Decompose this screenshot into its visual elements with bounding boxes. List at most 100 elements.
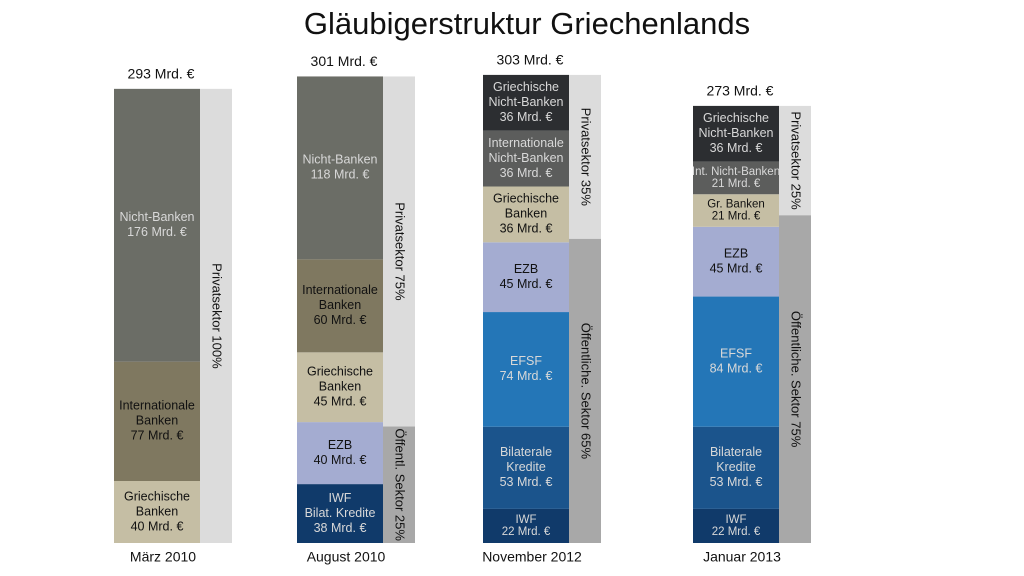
- segment-value-label: 40 Mrd. €: [131, 519, 184, 533]
- segment-value-label: 74 Mrd. €: [500, 369, 553, 383]
- segment: [114, 361, 200, 481]
- segment: [693, 194, 779, 227]
- segment-value-label: 22 Mrd. €: [502, 526, 551, 538]
- segment-value-label: 36 Mrd. €: [500, 110, 553, 124]
- sector-bar: [569, 238, 601, 544]
- segment: [114, 88, 200, 362]
- segment-value-label: 40 Mrd. €: [314, 453, 367, 467]
- segment: [693, 105, 779, 162]
- sector-bar: [779, 215, 811, 544]
- segment: [483, 508, 569, 543]
- sector-bar: [779, 105, 811, 216]
- segment: [297, 484, 383, 543]
- segment: [483, 74, 569, 131]
- segment: [297, 259, 383, 353]
- segment-label: Griechische: [124, 489, 190, 503]
- segment: [483, 186, 569, 243]
- segment-label: Banken: [136, 414, 178, 428]
- segment-label: Nicht-Banken: [488, 95, 563, 109]
- segment-label: EZB: [328, 438, 352, 452]
- segment-label: Nicht-Banken: [119, 210, 194, 224]
- segment: [693, 426, 779, 509]
- segment-value-label: 118 Mrd. €: [311, 168, 370, 182]
- x-tick-label: August 2010: [307, 549, 386, 565]
- segment-label: Gr. Banken: [707, 199, 765, 211]
- segment: [483, 312, 569, 427]
- segment-label: Internationale: [302, 283, 378, 297]
- segment-value-label: 77 Mrd. €: [131, 429, 184, 443]
- sector-label: Öffentliche. Sektor 65%: [579, 323, 594, 460]
- segment-label: Bilaterale: [710, 445, 762, 459]
- segment: [693, 161, 779, 195]
- segment: [693, 226, 779, 297]
- total-label: 301 Mrd. €: [311, 53, 378, 69]
- sector-label: Privatsektor 100%: [210, 263, 225, 369]
- segment-label: Int. Nicht-Banken: [692, 166, 780, 178]
- sector-bar: [569, 74, 601, 239]
- total-label: 273 Mrd. €: [707, 83, 774, 99]
- segment-value-label: 36 Mrd. €: [500, 166, 553, 180]
- segment-value-label: 21 Mrd. €: [712, 211, 761, 223]
- segment-label: Nicht-Banken: [488, 151, 563, 165]
- segment-label: Banken: [319, 380, 361, 394]
- x-tick-label: November 2012: [482, 549, 582, 565]
- sector-label: Öffentl. Sektor 25%: [393, 428, 408, 541]
- segment-label: IWF: [725, 514, 746, 526]
- sector-bar: [200, 88, 232, 543]
- segment: [297, 76, 383, 260]
- sector-label: Öffentliche. Sektor 75%: [789, 311, 804, 448]
- segment-label: Griechische: [493, 80, 559, 94]
- segment: [114, 481, 200, 543]
- sector-label: Privatsektor 35%: [579, 108, 594, 207]
- segment-value-label: 36 Mrd. €: [710, 141, 763, 155]
- segment-value-label: 45 Mrd. €: [500, 277, 553, 291]
- segment-label: Nicht-Banken: [698, 126, 773, 140]
- segment: [693, 296, 779, 427]
- segment-value-label: 45 Mrd. €: [314, 395, 367, 409]
- segment-value-label: 38 Mrd. €: [314, 521, 367, 535]
- segment-label: IWF: [329, 491, 352, 505]
- segment-label: Internationale: [488, 136, 564, 150]
- segment-label: Kredite: [506, 460, 546, 474]
- segment-label: Bilat. Kredite: [305, 506, 376, 520]
- segment: [483, 130, 569, 187]
- segment-label: Banken: [319, 298, 361, 312]
- segment-label: Griechische: [307, 365, 373, 379]
- segment-label: Bilaterale: [500, 445, 552, 459]
- chart-title: Gläubigerstruktur Griechenlands: [304, 6, 750, 41]
- segment-value-label: 45 Mrd. €: [710, 261, 763, 275]
- segment-label: EZB: [514, 262, 538, 276]
- segment-value-label: 36 Mrd. €: [500, 222, 553, 236]
- segment-value-label: 60 Mrd. €: [314, 313, 367, 327]
- x-tick-label: Januar 2013: [703, 549, 781, 565]
- segment-label: Griechische: [493, 192, 559, 206]
- sector-bar: [383, 426, 415, 543]
- x-tick-label: März 2010: [130, 549, 196, 565]
- segment-value-label: 84 Mrd. €: [710, 361, 763, 375]
- total-label: 293 Mrd. €: [128, 66, 195, 82]
- total-label: 303 Mrd. €: [497, 52, 564, 68]
- segment-label: Nicht-Banken: [302, 153, 377, 167]
- segment-label: Griechische: [703, 111, 769, 125]
- segment-label: Banken: [505, 207, 547, 221]
- segment-value-label: 53 Mrd. €: [710, 475, 763, 489]
- segment-label: Kredite: [716, 460, 756, 474]
- sector-label: Privatsektor 75%: [393, 202, 408, 301]
- segment: [483, 242, 569, 313]
- segment-label: EZB: [724, 246, 748, 260]
- segment-label: IWF: [515, 514, 536, 526]
- segment-value-label: 21 Mrd. €: [712, 178, 761, 190]
- segment-label: Banken: [136, 504, 178, 518]
- sector-bar: [383, 76, 415, 427]
- segment-value-label: 53 Mrd. €: [500, 475, 553, 489]
- segment-value-label: 22 Mrd. €: [712, 526, 761, 538]
- segment: [297, 352, 383, 423]
- segment: [693, 508, 779, 543]
- segment-label: EFSF: [510, 354, 542, 368]
- sector-label: Privatsektor 25%: [789, 111, 804, 210]
- segment: [297, 422, 383, 485]
- segment-label: EFSF: [720, 346, 752, 360]
- segment-value-label: 176 Mrd. €: [127, 225, 187, 239]
- segment-label: Internationale: [119, 399, 195, 413]
